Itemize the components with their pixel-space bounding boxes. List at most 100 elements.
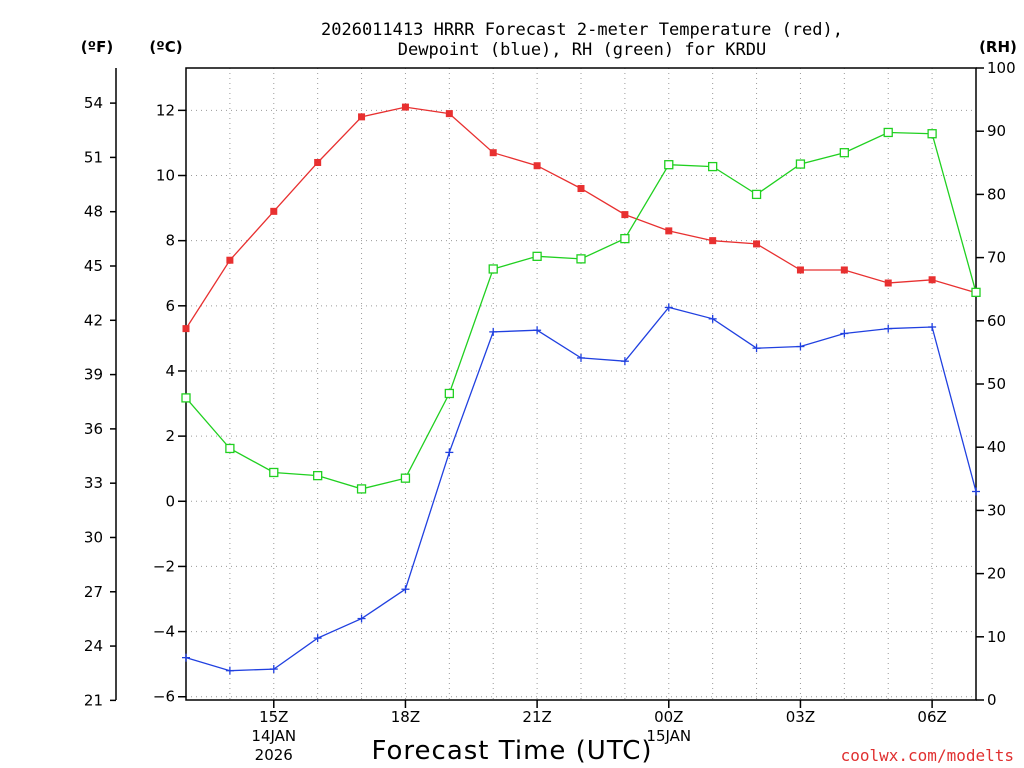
- temperature-point: [840, 266, 848, 274]
- rh-point: [971, 287, 981, 298]
- celsius-tick-label: 0: [165, 492, 175, 510]
- dewpoint-point: [313, 634, 322, 643]
- dewpoint-point: [884, 324, 893, 333]
- fahrenheit-tick-label: 54: [84, 94, 103, 112]
- celsius-unit-label: (ºC): [149, 38, 182, 56]
- dewpoint-point: [445, 448, 454, 457]
- fahrenheit-tick-label: 45: [84, 257, 103, 275]
- rh-point: [269, 467, 279, 478]
- rh-tick-label: 40: [987, 438, 1006, 456]
- rh-tick-label: 60: [987, 312, 1006, 330]
- celsius-tick-label: −2: [153, 557, 175, 575]
- x-tick-label: 06Z: [917, 708, 946, 726]
- celsius-tick-label: 4: [165, 362, 175, 380]
- celsius-tick-label: 8: [165, 232, 175, 250]
- dewpoint-point: [357, 614, 366, 623]
- temperature-point: [796, 266, 804, 274]
- rh-point: [313, 470, 323, 481]
- fahrenheit-tick-label: 21: [84, 691, 103, 709]
- temperature-point: [621, 211, 629, 219]
- rh-tick-label: 20: [987, 565, 1006, 583]
- fahrenheit-tick-label: 27: [84, 583, 103, 601]
- celsius-tick-label: 6: [165, 297, 175, 315]
- temperature-point: [753, 240, 761, 248]
- x-tick-label: 18Z: [391, 708, 420, 726]
- rh-point: [620, 233, 630, 244]
- rh-point: [927, 129, 937, 139]
- temperature-point: [928, 276, 936, 284]
- dewpoint-point: [708, 314, 717, 323]
- temperature-point: [401, 103, 409, 111]
- fahrenheit-tick-label: 39: [84, 366, 103, 384]
- fahrenheit-tick-label: 36: [84, 420, 103, 438]
- rh-point: [751, 189, 762, 200]
- rh-point: [883, 127, 893, 138]
- rh-tick-label: 100: [987, 59, 1016, 77]
- celsius-tick-label: 10: [156, 167, 175, 185]
- fahrenheit-tick-label: 51: [84, 148, 103, 166]
- celsius-tick-label: −4: [153, 623, 175, 641]
- dewpoint-point: [489, 327, 498, 336]
- dewpoint-point: [796, 342, 805, 351]
- rh-point: [708, 161, 718, 172]
- temperature-point: [270, 207, 278, 215]
- dewpoint-point: [840, 329, 849, 338]
- rh-tick-label: 0: [987, 691, 997, 709]
- rh-point: [576, 254, 586, 264]
- fahrenheit-tick-label: 48: [84, 203, 103, 221]
- rh-point: [225, 443, 235, 454]
- celsius-tick-label: 12: [156, 101, 175, 119]
- chart-title-line1: 2026011413 HRRR Forecast 2-meter Tempera…: [321, 20, 843, 40]
- rh-tick-label: 10: [987, 628, 1006, 646]
- rh-unit-label: (RH): [979, 38, 1017, 56]
- temperature-point: [445, 110, 453, 118]
- axes: [115, 67, 977, 701]
- temperature-point: [665, 227, 673, 235]
- x-tick-label: 03Z: [786, 708, 815, 726]
- fahrenheit-tick-label: 33: [84, 474, 103, 492]
- dewpoint-point: [577, 353, 585, 362]
- rh-tick-label: 30: [987, 501, 1006, 519]
- temperature-point: [314, 158, 322, 166]
- dewpoint-point: [972, 487, 980, 496]
- source-credit: coolwx.com/modelts: [841, 746, 1014, 765]
- dewpoint-point: [928, 322, 937, 331]
- rh-point: [400, 473, 411, 483]
- dewpoint-point: [269, 665, 278, 674]
- x-tick-label: 00Z: [654, 708, 683, 726]
- rh-point: [181, 393, 191, 403]
- temperature-point: [358, 113, 366, 121]
- rh-point: [795, 159, 806, 169]
- celsius-tick-label: 2: [165, 427, 175, 445]
- temperature-point: [533, 162, 541, 170]
- temperature-point: [226, 256, 234, 264]
- x-tick-year: 2026: [255, 746, 293, 764]
- rh-point: [532, 251, 542, 261]
- dewpoint-point: [664, 303, 673, 312]
- x-axis-label: Forecast Time (UTC): [371, 736, 652, 766]
- dewpoint-point: [620, 357, 629, 366]
- rh-point: [839, 148, 849, 158]
- rh-tick-label: 70: [987, 249, 1006, 267]
- rh-tick-label: 80: [987, 185, 1006, 203]
- dewpoint-point: [182, 653, 190, 662]
- temperature-point: [577, 185, 585, 193]
- x-tick-label: 15Z: [259, 708, 288, 726]
- grid-lines: [186, 68, 976, 700]
- x-tick-date: 15JAN: [646, 727, 691, 745]
- dewpoint-point: [401, 585, 410, 594]
- rh-tick-label: 50: [987, 375, 1006, 393]
- temperature-point: [182, 325, 190, 333]
- data-series: [181, 103, 981, 675]
- temperature-line: [185, 106, 977, 329]
- temperature-point: [884, 279, 892, 287]
- x-tick-date: 14JAN: [251, 727, 296, 745]
- rh-point: [664, 160, 674, 170]
- celsius-tick-label: −6: [153, 688, 175, 706]
- temperature-point: [709, 237, 717, 245]
- chart-title-line2: Dewpoint (blue), RH (green) for KRDU: [398, 40, 766, 60]
- fahrenheit-tick-label: 30: [84, 528, 103, 546]
- dewpoint-point: [752, 344, 761, 353]
- rh-point: [444, 388, 454, 399]
